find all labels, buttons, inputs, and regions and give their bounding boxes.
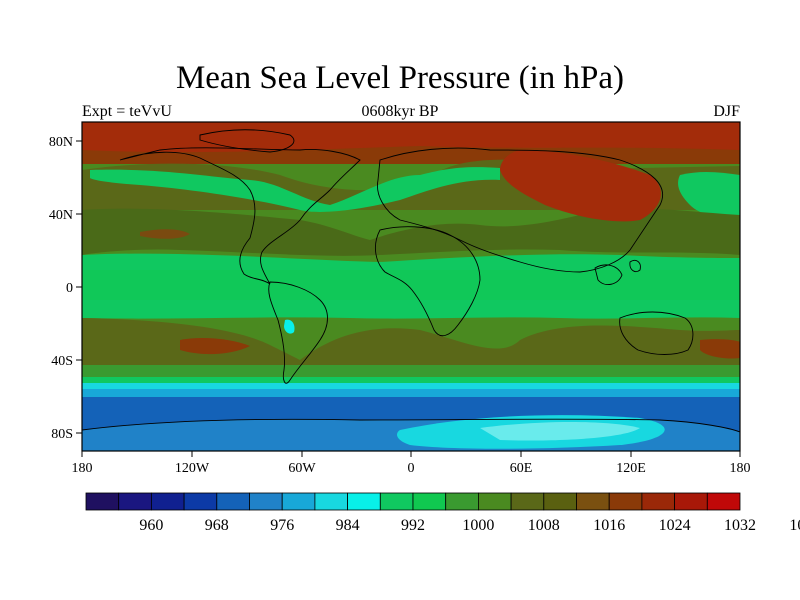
colorbar-label: 960 — [139, 517, 163, 534]
coastline-outlines — [82, 129, 740, 433]
colorbar-label: 1016 — [593, 517, 625, 534]
colorbar-label: 1040 — [789, 517, 800, 534]
colorbar-swatch — [477, 492, 512, 511]
lon-tick-label: 180 — [730, 461, 751, 476]
colorbar-swatch — [576, 492, 610, 511]
colorbar-label: 1008 — [528, 517, 560, 534]
season-label: DJF — [713, 103, 740, 120]
colorbar-swatch — [674, 492, 708, 511]
lat-tick-label: 0 — [66, 281, 73, 296]
colorbar-label: 1000 — [462, 517, 494, 534]
colorbar-swatch — [249, 492, 283, 511]
colorbar-swatch — [641, 492, 676, 511]
lon-tick-marks — [81, 451, 741, 457]
lon-tick-label: 60E — [510, 461, 533, 476]
lon-tick-label: 60W — [288, 461, 316, 476]
colorbar-swatch — [314, 492, 348, 511]
colorbar-label: 984 — [336, 517, 360, 534]
lat-tick-marks — [76, 140, 82, 434]
lon-tick-label: 180 — [72, 461, 93, 476]
colorbar-swatch — [347, 492, 381, 511]
colorbar-labels: 960 968 976 984 992 1000 1008 1016 1024 1032 1040 — [139, 517, 800, 534]
colorbar-swatch — [608, 492, 643, 511]
experiment-label: Expt = teVvU — [82, 103, 172, 120]
lon-tick-label: 120W — [175, 461, 210, 476]
colorbar-label: 976 — [270, 517, 294, 534]
map-title: Mean Sea Level Pressure (in hPa) — [175, 60, 625, 96]
colorbar-label: 1032 — [724, 517, 756, 534]
colorbar-label: 992 — [401, 517, 425, 534]
lat-tick-label: 80N — [49, 135, 73, 150]
colorbar-swatch — [543, 492, 577, 511]
colorbar-swatch — [118, 492, 152, 511]
lat-tick-label: 80S — [51, 427, 73, 442]
pressure-field — [82, 122, 740, 451]
colorbar-label: 1024 — [659, 517, 691, 534]
colorbar-swatch — [150, 492, 185, 511]
colorbar-swatch — [445, 492, 479, 511]
colorbar-swatch — [412, 492, 447, 511]
colorbar-swatch — [706, 492, 741, 511]
lon-tick-label: 0 — [408, 461, 415, 476]
lon-tick-label: 120E — [616, 461, 646, 476]
lat-tick-label: 40S — [51, 354, 73, 369]
colorbar-label: 968 — [205, 517, 229, 534]
lat-tick-label: 40N — [49, 208, 73, 223]
colorbar-swatch — [183, 492, 218, 511]
colorbar-swatch — [281, 492, 316, 511]
colorbar-swatch — [216, 492, 250, 511]
time-period-label: 0608kyr BP — [361, 103, 439, 120]
colorbar-swatch — [85, 492, 120, 511]
colorbar — [85, 492, 741, 511]
colorbar-swatch — [510, 492, 545, 511]
colorbar-swatch — [379, 492, 414, 511]
